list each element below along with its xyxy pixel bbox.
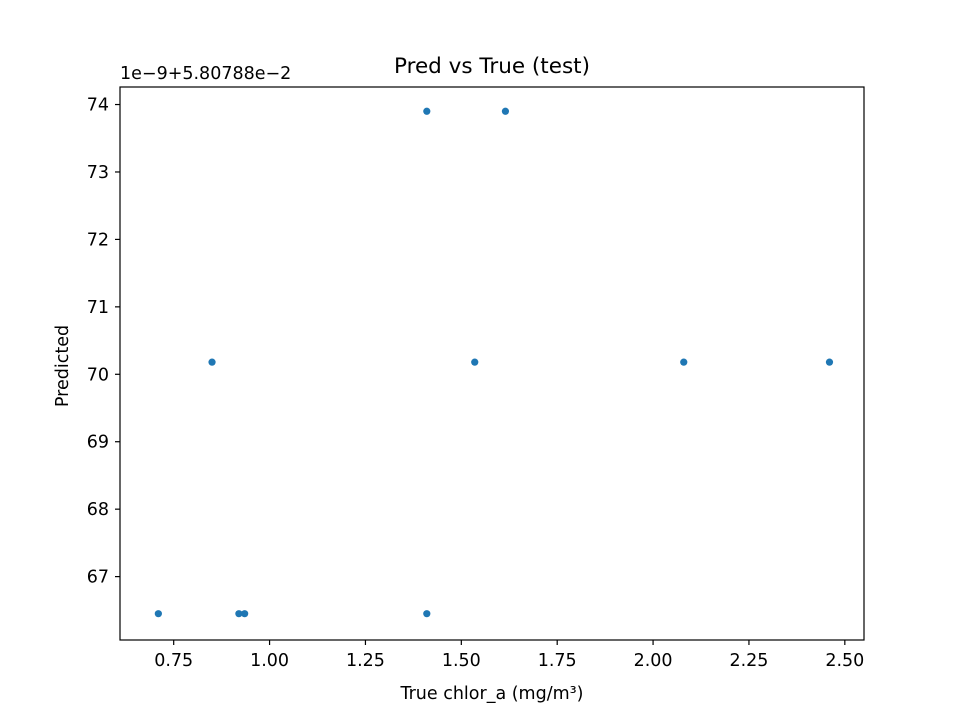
y-tick-label: 74 [87, 96, 109, 116]
data-point [501, 107, 510, 115]
data-point [680, 358, 688, 366]
y-tick-label: 67 [87, 568, 109, 588]
y-tick-label: 70 [87, 365, 109, 385]
data-point [235, 610, 243, 618]
y-tick-label: 72 [87, 230, 109, 250]
x-tick-label: 2.50 [825, 651, 864, 671]
data-point [825, 358, 834, 366]
x-tick-label: 0.75 [154, 651, 193, 671]
x-tick-label: 2.00 [634, 651, 673, 671]
y-offset-text: 1e−9+5.80788e−2 [120, 64, 291, 84]
data-point [208, 358, 216, 366]
x-tick-label: 1.50 [442, 651, 481, 671]
x-axis-label: True chlor_a (mg/m³) [399, 684, 583, 704]
chart-title: Pred vs True (test) [394, 54, 590, 79]
plot-frame [119, 86, 865, 641]
data-points [154, 107, 834, 618]
data-point [471, 358, 479, 366]
y-axis-label: Predicted [53, 325, 73, 407]
y-tick-label: 69 [87, 433, 109, 453]
data-point [423, 610, 431, 618]
y-tick-label: 73 [87, 163, 109, 183]
x-axis-ticks: 0.75 1.00 1.25 1.50 1.75 2.00 2.25 2.50 [154, 640, 864, 671]
data-point [154, 610, 162, 618]
x-tick-label: 1.75 [538, 651, 577, 671]
x-tick-label: 1.00 [250, 651, 289, 671]
x-tick-label: 1.25 [346, 651, 385, 671]
y-tick-label: 68 [87, 500, 109, 520]
y-tick-label: 71 [87, 298, 109, 318]
data-point [241, 610, 249, 618]
data-point [423, 107, 431, 115]
x-tick-label: 2.25 [729, 651, 768, 671]
y-axis-ticks: 67 68 69 70 71 72 73 74 [87, 96, 120, 588]
